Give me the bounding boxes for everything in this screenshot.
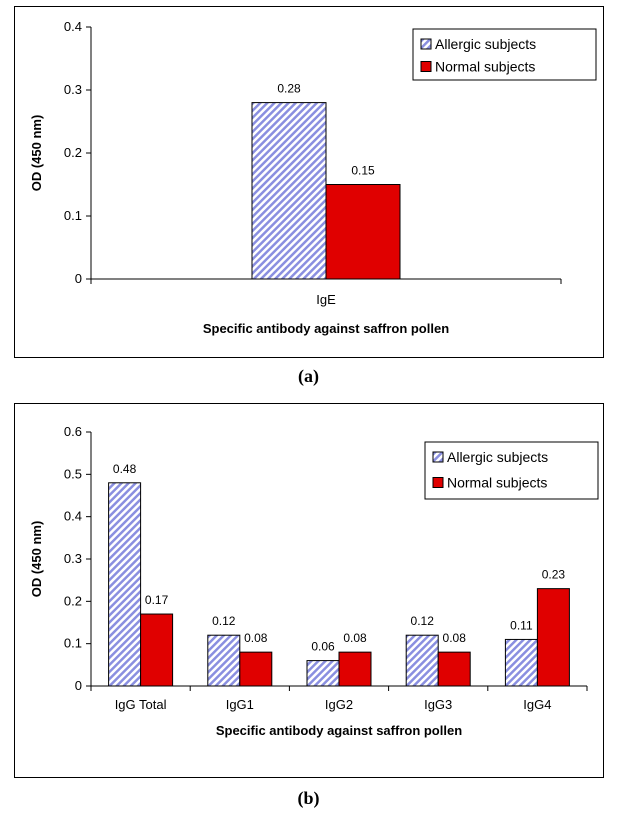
y-tick-label: 0.3 xyxy=(64,82,82,97)
x-tick-label: IgE xyxy=(316,292,336,307)
bar-allergic xyxy=(108,482,142,687)
data-label: 0.12 xyxy=(212,614,236,628)
x-tick-label: IgG2 xyxy=(325,697,353,712)
data-label: 0.08 xyxy=(443,631,467,645)
y-tick-label: 0.4 xyxy=(64,19,82,34)
chart-panel-a: 0 0.1 0.2 0.3 0.4 0.28 0.15 IgE Specific antibod… xyxy=(14,6,604,358)
y-axis-title: OD (450 nm) xyxy=(29,521,44,598)
x-tick-label: IgG3 xyxy=(424,697,452,712)
legend-label: Normal subjects xyxy=(447,475,547,491)
bar-allergic xyxy=(504,638,538,687)
data-label: 0.48 xyxy=(113,462,137,476)
data-label: 0.08 xyxy=(343,631,367,645)
bar-normal xyxy=(140,613,174,687)
x-tick-label: IgG4 xyxy=(523,697,551,712)
bar-allergic xyxy=(207,634,241,687)
chart-panel-b: 0 0.1 0.2 0.3 0.4 0.5 0.6 0.48 0.17 IgG Total 0.12… xyxy=(14,403,604,778)
legend-box xyxy=(412,28,597,81)
y-axis-title: OD (450 nm) xyxy=(29,115,44,192)
legend-swatch xyxy=(432,477,444,488)
bar-allergic xyxy=(306,660,340,687)
y-tick-label: 0.6 xyxy=(64,424,82,439)
x-axis-title: Specific antibody against saffron pollen xyxy=(216,723,462,738)
data-label: 0.15 xyxy=(351,164,375,178)
y-tick-label: 0 xyxy=(75,271,82,286)
data-label: 0.23 xyxy=(542,568,566,582)
bar-allergic xyxy=(405,634,439,687)
panel-label-a: (a) xyxy=(298,366,319,386)
y-tick-label: 0.2 xyxy=(64,145,82,160)
bar-allergic xyxy=(251,102,327,280)
bar-normal xyxy=(437,651,471,687)
legend: Allergic subjects Normal subjects xyxy=(424,441,599,500)
y-tick-label: 0.4 xyxy=(64,509,82,524)
legend: Allergic subjects Normal subjects xyxy=(412,28,597,81)
y-tick-label: 0.5 xyxy=(64,466,82,481)
bar-normal xyxy=(239,651,273,687)
legend-swatch xyxy=(432,451,444,463)
y-tick-label: 0 xyxy=(75,678,82,693)
bar-normal xyxy=(325,184,401,280)
legend-label: Allergic subjects xyxy=(447,449,548,465)
data-label: 0.28 xyxy=(277,82,301,96)
y-tick-label: 0.1 xyxy=(64,208,82,223)
y-tick-label: 0.2 xyxy=(64,593,82,608)
x-tick-label: IgG Total xyxy=(115,697,167,712)
chart-a-svg: 0 0.1 0.2 0.3 0.4 0.28 0.15 IgE Specific antibod… xyxy=(29,19,597,336)
y-tick-label: 0.3 xyxy=(64,551,82,566)
legend-label: Normal subjects xyxy=(435,59,535,75)
data-label: 0.11 xyxy=(510,618,533,632)
bar-normal xyxy=(536,588,570,687)
x-tick-label: IgG1 xyxy=(226,697,254,712)
y-tick-label: 0.1 xyxy=(64,636,82,651)
data-label: 0.17 xyxy=(145,593,169,607)
chart-b-svg: 0 0.1 0.2 0.3 0.4 0.5 0.6 0.48 0.17 IgG Total 0.12… xyxy=(29,424,599,738)
x-axis-title: Specific antibody against saffron pollen xyxy=(203,321,449,336)
legend-swatch xyxy=(420,61,432,72)
legend-swatch xyxy=(420,38,432,50)
bar-normal xyxy=(338,651,372,687)
legend-box xyxy=(424,441,599,500)
data-label: 0.06 xyxy=(311,640,335,654)
panel-label-b: (b) xyxy=(297,788,320,808)
legend-label: Allergic subjects xyxy=(435,36,536,52)
data-label: 0.08 xyxy=(244,631,268,645)
data-label: 0.12 xyxy=(411,614,435,628)
